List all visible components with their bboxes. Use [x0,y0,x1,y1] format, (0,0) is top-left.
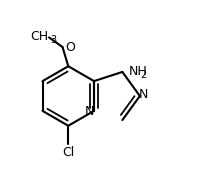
Text: CH: CH [30,30,48,43]
Text: N: N [85,105,94,118]
Text: O: O [65,41,75,54]
Text: Cl: Cl [62,146,74,159]
Text: 3: 3 [51,35,57,45]
Text: NH: NH [129,65,148,78]
Text: N: N [139,88,148,101]
Text: 2: 2 [140,70,147,80]
